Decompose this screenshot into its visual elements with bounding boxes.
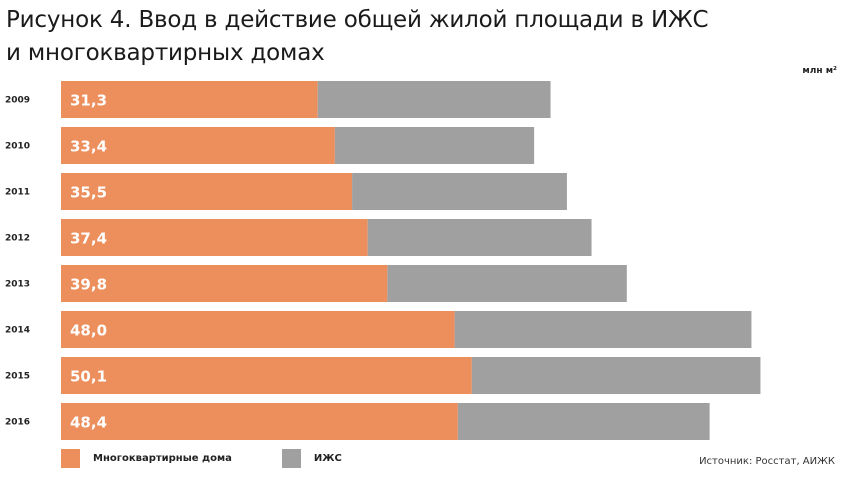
data-label: 33,4 (70, 138, 107, 156)
legend-item-apartments: Многоквартирные дома (61, 448, 232, 468)
y-tick-label: 2016 (5, 418, 30, 428)
bar-izhs (367, 219, 592, 256)
bar-izhs (387, 265, 627, 302)
bar-izhs (471, 357, 761, 394)
y-tick-label: 2013 (5, 280, 30, 290)
legend-swatch-izhs (281, 448, 301, 468)
bar-izhs (457, 403, 710, 440)
legend-item-izhs: ИЖС (281, 448, 342, 468)
y-tick-label: 2010 (5, 142, 30, 152)
bar-apartments (61, 265, 388, 302)
data-label: 31,3 (70, 92, 107, 110)
y-tick-label: 2009 (5, 96, 30, 106)
data-label: 48,4 (70, 414, 107, 432)
chart-title: Рисунок 4. Ввод в действие общей жилой п… (6, 4, 836, 70)
legend-label-izhs: ИЖС (313, 452, 342, 464)
bar-izhs (352, 173, 567, 210)
source-note: Источник: Росстат, АИЖК (699, 456, 835, 467)
unit-label: млн м² (802, 66, 837, 76)
bar-apartments (61, 219, 368, 256)
y-tick-label: 2012 (5, 234, 30, 244)
bar-izhs (317, 81, 551, 118)
y-tick-label: 2014 (5, 326, 30, 336)
data-label: 37,4 (70, 230, 107, 248)
legend-swatch-apartments (61, 448, 80, 468)
chart-title-line-2: и многоквартирных домах (6, 40, 325, 66)
bar-apartments (61, 403, 458, 440)
data-label: 39,8 (70, 276, 107, 294)
bar-apartments (61, 81, 318, 118)
chart-title-line-1: Рисунок 4. Ввод в действие общей жилой п… (6, 7, 709, 33)
bar-apartments (61, 311, 455, 348)
y-tick-label: 2011 (5, 188, 30, 198)
bar-izhs (454, 311, 752, 348)
bar-apartments (61, 127, 335, 164)
legend-label-apartments: Многоквартирные дома (93, 452, 232, 464)
bar-apartments (61, 357, 472, 394)
bar-apartments (61, 173, 353, 210)
data-label: 50,1 (70, 368, 107, 386)
y-tick-label: 2015 (5, 372, 30, 382)
data-label: 48,0 (70, 322, 107, 340)
bar-izhs (334, 127, 535, 164)
data-label: 35,5 (70, 184, 107, 202)
legend: Многоквартирные дома ИЖС (61, 448, 342, 468)
